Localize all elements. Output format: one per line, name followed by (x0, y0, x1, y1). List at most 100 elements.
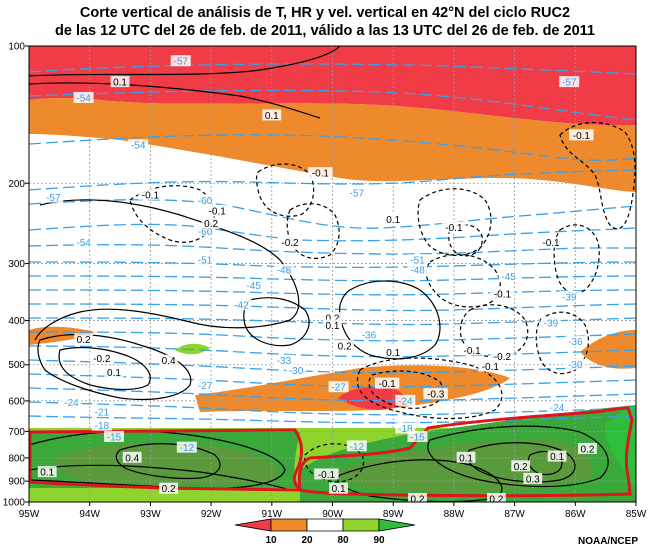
temp-contour-label: -60 (198, 227, 213, 238)
temp-contour-label: -57 (174, 57, 189, 68)
omega-label-bg (201, 217, 221, 229)
temp-contour-label: -18 (95, 421, 110, 432)
omega-contour-line (535, 311, 589, 375)
temp-label-bg (61, 396, 82, 408)
temp-contour-label: -48 (277, 266, 292, 277)
colorbar-segment (342, 518, 380, 532)
temp-contour-line (29, 63, 636, 75)
omega-label-bg (569, 129, 594, 141)
temp-contour-label: -45 (501, 272, 516, 283)
x-tick-label: 87W (504, 509, 525, 520)
omega-label-bg (323, 312, 342, 324)
omega-contour-label: 0.2 (162, 484, 176, 495)
temp-contour-label: -27 (198, 381, 213, 392)
omega-contour-label: 0.1 (550, 452, 564, 463)
temp-label-bg (103, 430, 124, 442)
omega-label-bg (329, 482, 348, 494)
temp-label-bg (73, 91, 94, 103)
y-tick-label: 900 (8, 477, 25, 488)
temp-contour-line (29, 223, 636, 242)
temp-contour-line (29, 359, 636, 374)
colorbar-segment (270, 518, 308, 532)
omega-label-bg (383, 213, 403, 225)
temp-contour-label: -42 (234, 301, 249, 312)
omega-contour-label: -0.1 (494, 290, 512, 301)
omega-label-bg (441, 221, 467, 233)
omega-contour-line (29, 46, 341, 77)
y-axis-ticks: 100 200 300 400 500 600 700 800 900 1000 (3, 42, 29, 509)
omega-contour-label: 0.2 (580, 444, 594, 455)
temp-contour-label: -15 (107, 432, 122, 443)
temp-contour-line (29, 415, 636, 424)
omega-label-bg (204, 204, 230, 216)
x-tick-label: 94W (79, 509, 100, 520)
omega-contour-line (466, 442, 576, 483)
omega-contour-line (427, 425, 609, 488)
temp-label-bg (231, 299, 252, 311)
temp-contour-label: -33 (277, 356, 292, 367)
temp-contour-line (29, 303, 636, 312)
temp-label-bg (559, 290, 580, 302)
hr-fill-orange-right (580, 330, 636, 369)
omega-contour-label: 0.2 (204, 219, 218, 230)
omega-contour-label: -0.1 (209, 206, 227, 217)
temp-label-bg (565, 358, 586, 370)
y-tick-label: 600 (8, 396, 25, 407)
temp-label-bg (547, 401, 568, 413)
temp-label-bg (498, 270, 519, 282)
humidity-colorbar: 10 20 80 90 (234, 518, 416, 546)
omega-contour-label: 0.2 (338, 342, 352, 353)
omega-label-bg (308, 167, 333, 179)
temp-contour-label: -12 (180, 443, 195, 454)
temp-contour-label: -36 (568, 337, 583, 348)
temp-label-bg (346, 186, 367, 198)
omega-contour-line (356, 357, 503, 420)
temp-contour-label: -57 (562, 78, 577, 89)
omega-contour-label: -0.1 (142, 190, 160, 201)
omega-contour-label: 0.4 (125, 453, 139, 464)
temp-contour-label: -24 (398, 396, 413, 407)
omega-contour-line (368, 370, 444, 409)
red-outline-left (29, 428, 304, 492)
omega-label-bg (578, 442, 597, 454)
temp-label-bg (286, 364, 307, 376)
temp-label-bg (273, 264, 294, 276)
omega-contour-label: 0.1 (326, 321, 340, 332)
omega-contour-label: 0.4 (162, 356, 176, 367)
omega-contour-line (255, 163, 315, 217)
temp-label-bg (195, 194, 216, 206)
temp-label-bg (195, 379, 216, 391)
x-tick-label: 90W (322, 509, 343, 520)
x-tick-label: 89W (383, 509, 404, 520)
omega-contour-label: 0.1 (386, 348, 400, 359)
temp-contour-label: -51 (198, 256, 213, 267)
omega-contour-label: 0.1 (40, 468, 54, 479)
omega-label-bg (374, 377, 400, 389)
temp-contour-line (29, 169, 636, 191)
omega-contour-label: -0.1 (312, 169, 330, 180)
omega-label-bg (262, 109, 282, 121)
x-tick-label: 88W (444, 509, 465, 520)
temp-contour-line (29, 89, 636, 121)
omega-contour-label: -0.2 (93, 354, 111, 365)
temp-label-bg (176, 441, 197, 453)
temp-contour-label: -36 (362, 330, 377, 341)
temp-label-bg (358, 328, 379, 340)
temp-label-bg (395, 422, 416, 434)
temp-label-bg (407, 430, 428, 442)
temp-label-bg (91, 406, 112, 418)
temp-contour-label: -24 (64, 398, 79, 409)
omega-contour-label: 0.3 (526, 474, 540, 485)
y-tick-label: 1000 (3, 498, 26, 509)
colorbar-segment (378, 518, 416, 532)
temp-label-bg (395, 394, 416, 406)
y-tick-label: 500 (8, 360, 25, 371)
temp-contour-label: -30 (289, 366, 304, 377)
omega-label-bg (159, 354, 179, 366)
temp-contour-label: -57 (350, 188, 365, 199)
x-axis-ticks: 95W 94W 93W 92W 91W 90W 89W 88W 87W 86W 85W (19, 502, 647, 520)
temp-label-bg (128, 139, 149, 151)
temp-contour-line (29, 401, 636, 416)
x-tick-label: 85W (626, 509, 647, 520)
